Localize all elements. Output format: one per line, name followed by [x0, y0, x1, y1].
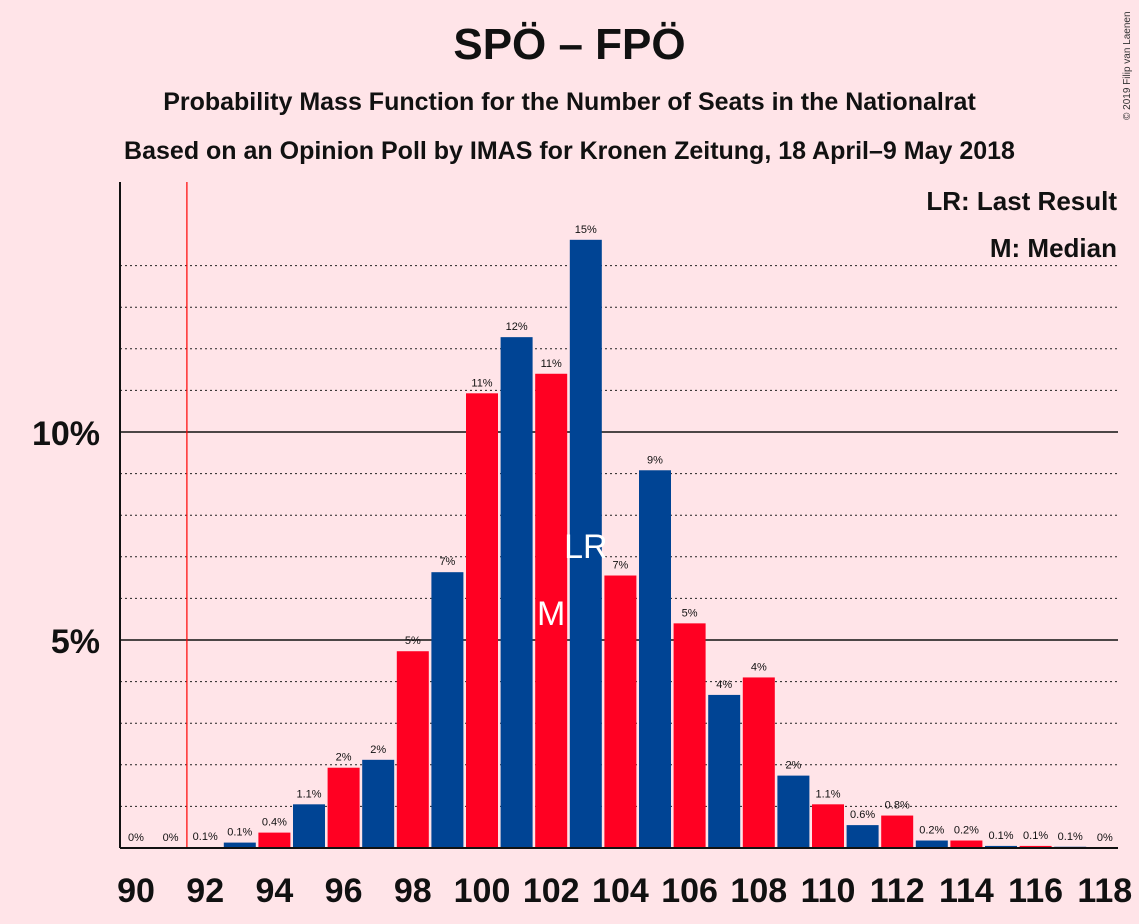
bar-value-label: 2%: [336, 752, 352, 764]
bar-value-label: 12%: [506, 321, 528, 333]
bar-seat-109: [777, 775, 810, 848]
bar-value-label: 0.8%: [885, 800, 910, 812]
bar-seat-104: [604, 575, 637, 848]
last-result-marker: LR: [564, 528, 607, 566]
bar-value-label: 11%: [471, 377, 492, 389]
x-tick-label: 90: [117, 872, 155, 910]
median-marker: M: [537, 595, 565, 633]
bar-seat-97: [362, 759, 395, 848]
axes: [119, 182, 1118, 849]
bar-value-label: 0.2%: [919, 825, 944, 837]
x-tick-label: 92: [186, 872, 224, 910]
bar-value-label: 5%: [682, 607, 698, 619]
x-tick-label: 100: [454, 872, 511, 910]
x-tick-label: 106: [661, 872, 718, 910]
x-tick-label: 104: [592, 872, 649, 910]
bar-seat-115: [985, 845, 1017, 848]
bar-value-label: 0.1%: [1023, 830, 1048, 842]
legend-last-result: LR: Last Result: [926, 186, 1117, 216]
bar-value-label: 5%: [405, 635, 421, 647]
bar-seat-116: [1019, 845, 1052, 848]
bar-seat-108: [742, 677, 775, 848]
bar-seat-106: [673, 623, 706, 848]
tick-labels: 5% 10% 90 92 94 96 98 100 102 104 106 108 110 112 114 1…: [32, 415, 1132, 910]
bar-value-label: 7%: [439, 556, 455, 568]
bar-value-label: 15%: [575, 224, 597, 236]
bar-seat-107: [708, 694, 741, 848]
bar-value-label: 11%: [541, 358, 562, 370]
x-tick-label: 112: [870, 872, 925, 910]
bar-value-label: 7%: [612, 560, 628, 572]
x-tick-label: 102: [523, 872, 580, 910]
bar-seat-93: [223, 842, 256, 848]
bar-seat-102: [535, 373, 568, 848]
x-tick-label: 94: [255, 872, 293, 910]
bar-value-label: 4%: [751, 661, 767, 673]
bar-value-label: 4%: [716, 679, 732, 691]
bar-value-label: 0%: [128, 832, 144, 844]
bar-value-label: 1.1%: [815, 788, 840, 800]
bar-labels: 0% 0% 0.1% 0.1% 0.4% 1.1% 2% 2% 5% 7% 11% 12% 11% 15%…: [128, 224, 1113, 844]
bar-value-label: 2%: [370, 744, 386, 756]
bar-seat-103: [569, 239, 602, 849]
bar-seat-113: [915, 840, 948, 848]
x-tick-label: 110: [801, 872, 856, 910]
bar-value-label: 0.6%: [850, 809, 875, 821]
chart-subtitle-poll: Based on an Opinion Poll by IMAS for Kro…: [124, 137, 1015, 165]
bar-value-label: 0.2%: [954, 825, 979, 837]
bar-value-label: 0.1%: [1058, 831, 1083, 843]
x-tick-label: 96: [325, 872, 363, 910]
bar-seat-98: [396, 651, 429, 848]
bar-value-label: 0.1%: [988, 830, 1013, 842]
y-tick-label: 10%: [32, 415, 100, 453]
bar-value-label: 9%: [647, 454, 663, 466]
y-tick-label: 5%: [51, 623, 100, 661]
bar-value-label: 0.4%: [262, 817, 287, 829]
bar-seat-99: [431, 572, 464, 848]
bar-seat-110: [812, 804, 844, 848]
x-tick-label: 114: [939, 872, 994, 910]
x-tick-label: 98: [394, 872, 432, 910]
chart-title: SPÖ – FPÖ: [453, 20, 686, 69]
x-tick-label: 108: [730, 872, 787, 910]
x-tick-label: 116: [1008, 872, 1063, 910]
bar-value-label: 0%: [163, 832, 179, 844]
bar-value-label: 0.1%: [227, 827, 252, 839]
bar-seat-112: [881, 815, 914, 848]
bar-seat-94: [258, 832, 291, 848]
legend-median: M: Median: [990, 233, 1117, 263]
x-tick-label: 118: [1077, 872, 1132, 910]
bar-seat-96: [327, 767, 360, 848]
bar-value-label: 0%: [1097, 832, 1113, 844]
bar-seat-101: [500, 337, 533, 848]
bars: [189, 239, 1087, 849]
bar-seat-105: [639, 470, 671, 848]
bar-seat-95: [293, 804, 325, 848]
chart-subtitle: Probability Mass Function for the Number…: [163, 88, 976, 116]
bar-value-label: 2%: [785, 760, 801, 772]
bar-value-label: 1.1%: [296, 788, 321, 800]
bar-seat-114: [950, 840, 983, 848]
bar-seat-111: [846, 825, 879, 848]
bar-value-label: 0.1%: [193, 831, 218, 843]
bar-seat-100: [466, 393, 498, 848]
